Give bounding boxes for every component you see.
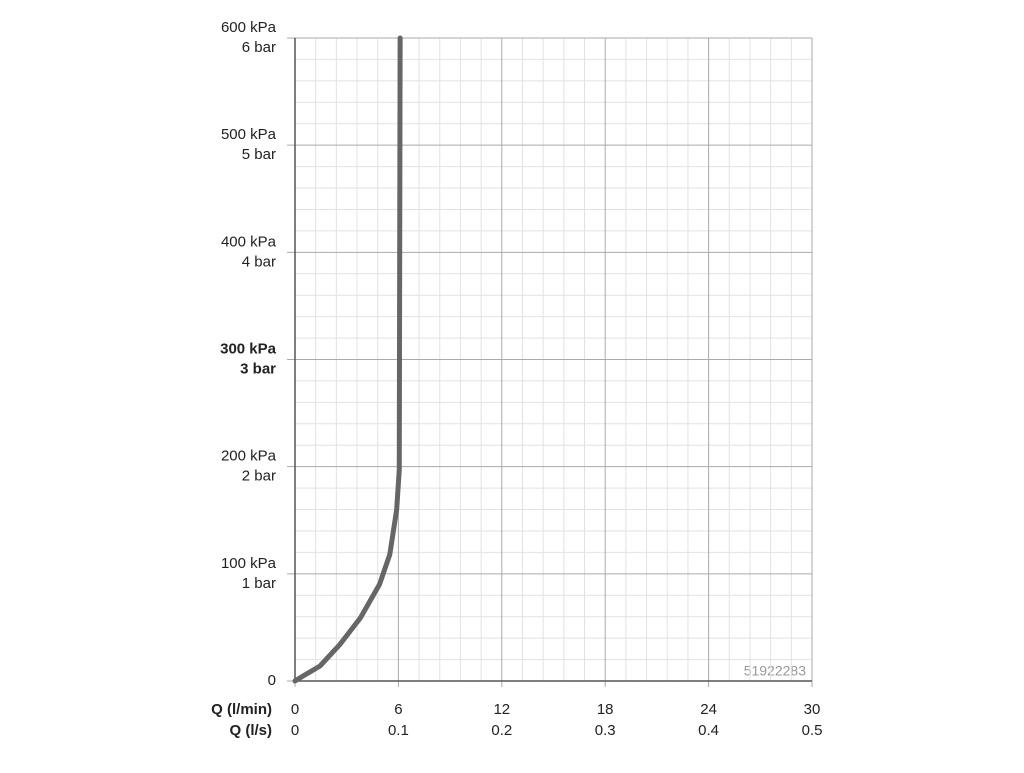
y-tick-label: 2 bar (242, 468, 276, 485)
y-tick-label: 3 bar (240, 360, 276, 377)
x2-tick-label: 0.3 (595, 722, 616, 739)
x-tick-label: 12 (493, 701, 510, 718)
y-tick-label: 6 bar (242, 39, 276, 56)
x-axis-title: Q (l/min) (211, 701, 272, 718)
x2-tick-label: 0.2 (491, 722, 512, 739)
x2-tick-label: 0.4 (698, 722, 719, 739)
annotation: 51922283 (744, 663, 807, 679)
y-tick-label: 400 kPa (221, 233, 277, 250)
x2-tick-label: 0 (291, 722, 299, 739)
y-tick-label: 500 kPa (221, 126, 277, 143)
y-tick-label: 5 bar (242, 146, 276, 163)
y-tick-label: 600 kPa (221, 19, 277, 36)
x-tick-label: 24 (700, 701, 717, 718)
y-tick-label: 300 kPa (220, 340, 277, 357)
x2-tick-label: 0.5 (802, 722, 823, 739)
y-tick-label: 1 bar (242, 575, 276, 592)
x2-tick-label: 0.1 (388, 722, 409, 739)
x-tick-label: 0 (291, 701, 299, 718)
y-tick-label: 200 kPa (221, 448, 277, 465)
x-tick-label: 30 (804, 701, 821, 718)
y-tick-label: 100 kPa (221, 555, 277, 572)
y-tick-label: 4 bar (242, 253, 276, 270)
x2-axis-title: Q (l/s) (229, 722, 272, 739)
line-series (292, 35, 403, 684)
y-tick-label: 0 (268, 672, 276, 689)
x-tick-label: 6 (394, 701, 402, 718)
x-tick-label: 18 (597, 701, 614, 718)
